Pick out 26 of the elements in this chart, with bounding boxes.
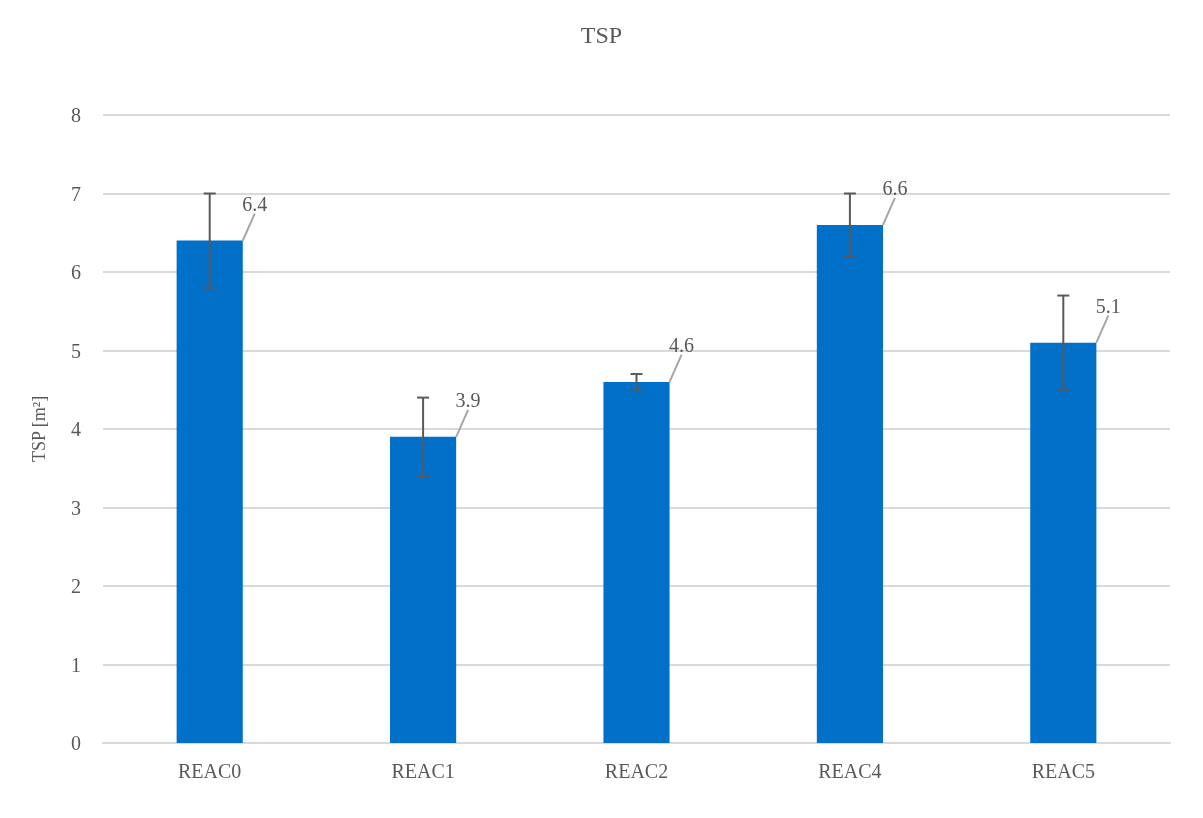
data-label: 3.9	[455, 388, 481, 411]
bar	[390, 436, 457, 743]
y-tick-label: 3	[71, 496, 81, 519]
y-tick-label: 8	[71, 104, 81, 126]
y-tick-label: 5	[71, 339, 81, 362]
bar	[816, 224, 883, 743]
data-label: 6.6	[882, 176, 908, 199]
x-tick-label: REAC2	[604, 760, 669, 782]
chart-title: TSP	[580, 22, 623, 48]
bar	[176, 240, 243, 743]
y-tick-label: 2	[71, 575, 81, 597]
x-tick-label: REAC0	[178, 760, 242, 782]
x-tick-label: REAC5	[1031, 760, 1095, 782]
y-tick-label: 0	[71, 732, 81, 754]
bar	[1030, 342, 1097, 743]
x-tick-label: REAC1	[391, 760, 455, 782]
y-tick-label: 7	[71, 182, 81, 205]
data-label: 4.6	[669, 333, 694, 356]
data-label: 6.4	[242, 192, 268, 215]
y-tick-label: 6	[71, 261, 81, 283]
bar	[603, 381, 670, 743]
data-label: 5.1	[1095, 294, 1121, 317]
x-tick-label: REAC4	[818, 760, 882, 782]
y-tick-label: 4	[71, 418, 81, 440]
y-axis-title: TSP [m²]	[29, 395, 49, 463]
y-tick-label: 1	[71, 653, 81, 676]
